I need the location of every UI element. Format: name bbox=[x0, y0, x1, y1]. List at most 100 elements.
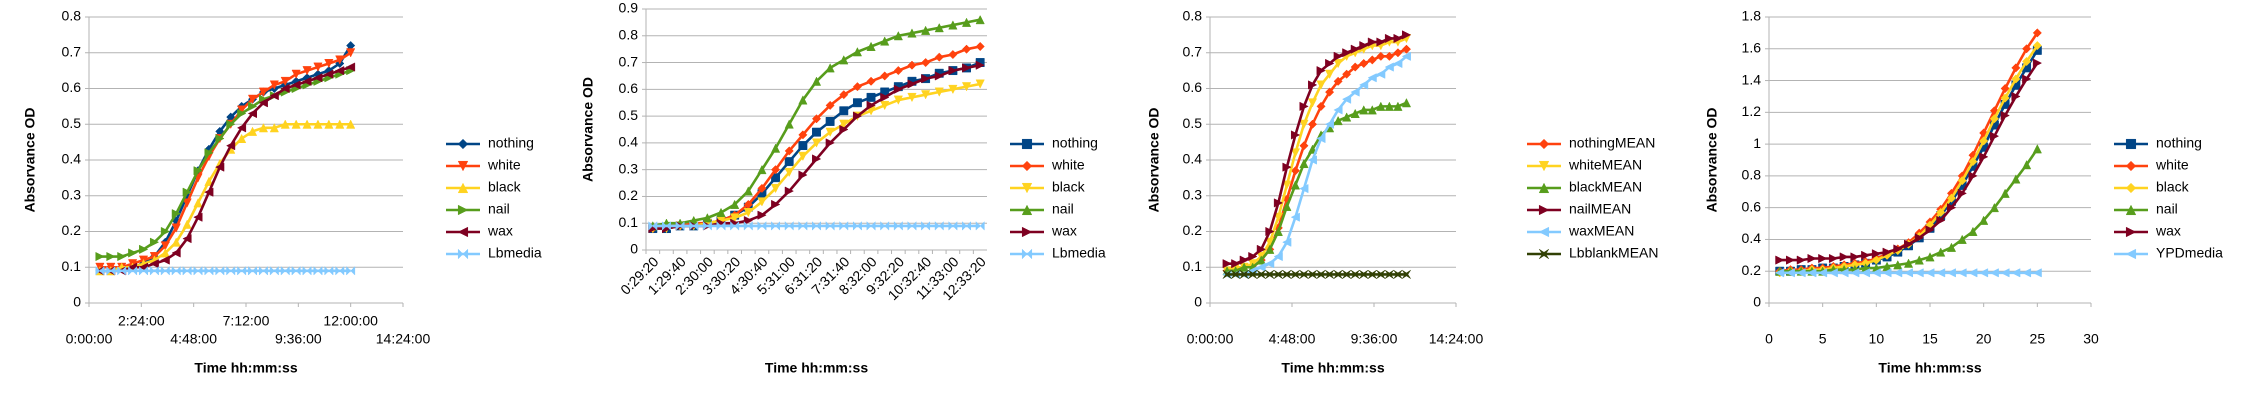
marker bbox=[1384, 269, 1394, 279]
marker bbox=[975, 41, 985, 52]
marker bbox=[907, 60, 917, 70]
marker bbox=[2011, 174, 2021, 184]
marker bbox=[1828, 253, 1839, 264]
y-tick-label: 0 bbox=[1753, 294, 1761, 310]
marker bbox=[1882, 268, 1892, 278]
marker bbox=[1376, 37, 1386, 47]
marker bbox=[248, 101, 258, 111]
marker bbox=[457, 248, 469, 260]
marker bbox=[2000, 188, 2010, 198]
marker bbox=[1775, 255, 1785, 265]
marker bbox=[2000, 93, 2010, 103]
marker bbox=[1316, 80, 1326, 90]
legend-label: wax bbox=[487, 223, 513, 239]
x-tick-label: 14:24:00 bbox=[376, 331, 431, 347]
marker bbox=[893, 84, 904, 94]
marker bbox=[1796, 268, 1806, 278]
marker bbox=[280, 76, 290, 87]
marker bbox=[1290, 212, 1300, 222]
marker bbox=[962, 221, 971, 231]
marker bbox=[237, 105, 247, 115]
y-tick-label: 0.9 bbox=[619, 0, 639, 16]
marker bbox=[182, 198, 192, 208]
marker bbox=[1299, 119, 1309, 130]
marker bbox=[313, 266, 323, 276]
marker bbox=[1871, 249, 1882, 259]
marker bbox=[139, 244, 149, 254]
marker bbox=[139, 266, 148, 276]
y-tick-label: 1.2 bbox=[1742, 103, 1762, 119]
marker bbox=[1946, 268, 1956, 278]
marker bbox=[313, 62, 323, 72]
x-axis-title: Time hh:mm:ss bbox=[1281, 360, 1384, 376]
y-tick-label: 1 bbox=[1753, 135, 1761, 151]
marker bbox=[1979, 215, 1989, 225]
marker bbox=[106, 251, 116, 262]
y-tick-label: 0.7 bbox=[619, 53, 639, 69]
marker bbox=[128, 266, 138, 276]
marker bbox=[1817, 268, 1828, 278]
marker bbox=[866, 100, 876, 111]
marker bbox=[1333, 76, 1343, 86]
x-tick-label: 20 bbox=[1976, 331, 1992, 347]
marker bbox=[1299, 269, 1309, 279]
marker bbox=[237, 133, 247, 143]
marker bbox=[1925, 252, 1935, 262]
marker bbox=[280, 119, 290, 129]
x-tick-label: 2:24:00 bbox=[118, 313, 165, 329]
marker bbox=[335, 66, 345, 76]
marker bbox=[2021, 160, 2032, 170]
marker bbox=[1273, 212, 1283, 222]
marker bbox=[907, 92, 917, 103]
marker bbox=[204, 266, 214, 276]
marker bbox=[1989, 114, 1999, 124]
marker bbox=[798, 151, 808, 162]
marker bbox=[2011, 74, 2021, 84]
marker bbox=[1324, 119, 1335, 129]
y-axis-title: Absorvance OD bbox=[1704, 107, 1720, 212]
marker bbox=[921, 221, 931, 231]
marker bbox=[921, 25, 931, 35]
marker bbox=[291, 119, 301, 129]
marker bbox=[1839, 252, 1849, 262]
marker bbox=[757, 221, 767, 231]
marker bbox=[1359, 58, 1369, 69]
marker bbox=[1893, 268, 1903, 278]
marker bbox=[1256, 255, 1266, 265]
marker bbox=[1828, 268, 1838, 278]
marker bbox=[866, 221, 876, 231]
marker bbox=[921, 90, 931, 100]
legend-label: black bbox=[488, 179, 522, 195]
x-tick-label: 9:36:00 bbox=[1351, 331, 1398, 347]
y-tick-label: 0.2 bbox=[62, 222, 82, 238]
marker bbox=[880, 100, 890, 111]
marker bbox=[1538, 160, 1550, 172]
legend-label: nailMEAN bbox=[1569, 201, 1631, 217]
legend-label: waxMEAN bbox=[1568, 223, 1634, 239]
x-tick-label: 0 bbox=[1765, 331, 1773, 347]
y-tick-label: 0.7 bbox=[1183, 43, 1203, 59]
y-tick-label: 0.4 bbox=[1183, 151, 1203, 167]
marker bbox=[324, 59, 334, 69]
legend-label: LbblankMEAN bbox=[1569, 245, 1659, 261]
marker bbox=[893, 66, 903, 76]
marker bbox=[839, 119, 849, 129]
marker bbox=[1384, 33, 1395, 44]
marker bbox=[160, 226, 171, 237]
marker bbox=[975, 79, 985, 89]
marker bbox=[324, 266, 334, 276]
marker bbox=[1850, 252, 1860, 262]
marker bbox=[1893, 260, 1903, 270]
marker bbox=[1342, 69, 1352, 79]
marker bbox=[921, 74, 931, 84]
marker bbox=[1299, 101, 1309, 111]
legend-label: white bbox=[487, 157, 521, 173]
x-tick-label: 10 bbox=[1869, 331, 1885, 347]
marker bbox=[1401, 98, 1412, 108]
marker bbox=[1239, 269, 1249, 279]
marker bbox=[934, 22, 944, 33]
marker bbox=[204, 148, 214, 158]
marker bbox=[171, 266, 181, 276]
marker bbox=[302, 76, 312, 86]
marker bbox=[948, 20, 958, 30]
